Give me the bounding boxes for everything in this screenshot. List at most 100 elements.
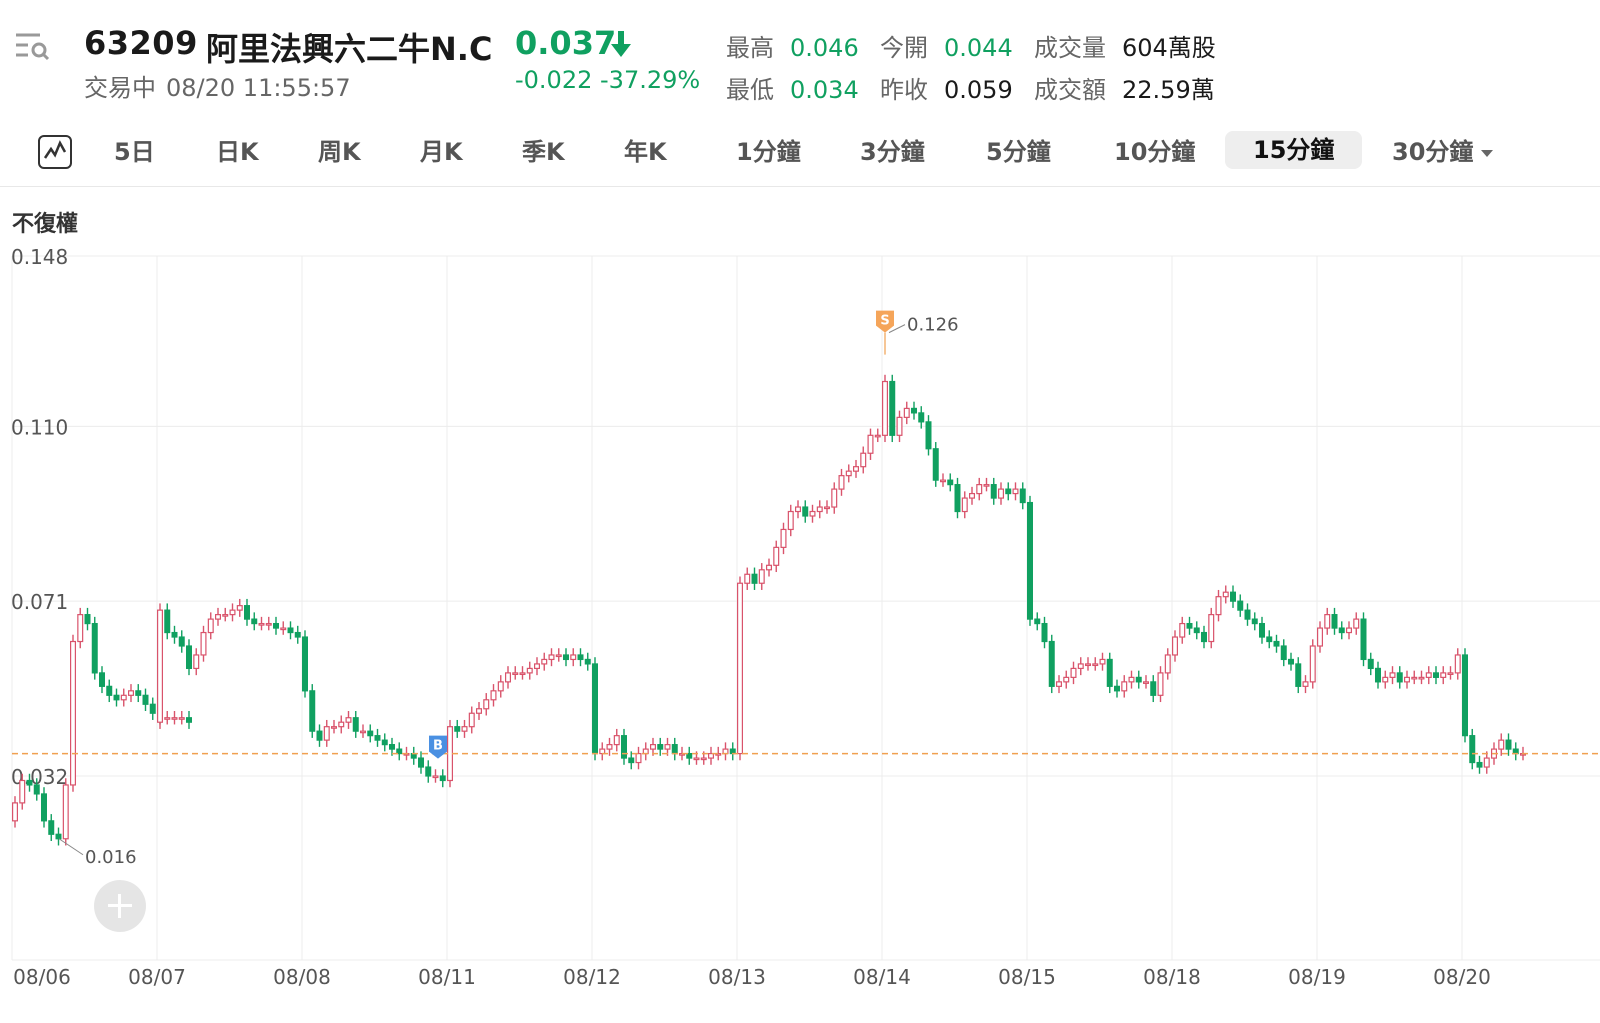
candle-up [1171,636,1178,656]
candle-up [664,744,671,750]
add-indicator-button[interactable] [94,880,146,932]
candle-up [700,757,707,761]
stat-turnover-label: 成交額 [1034,76,1106,104]
candle-down [164,609,171,634]
tab-5min[interactable]: 5分鐘 [986,138,1051,166]
tab-monthly-k[interactable]: 月K [420,138,463,166]
candle-up [787,510,794,531]
candle-down [1367,658,1374,670]
candle-up [794,506,801,513]
candle-up [555,654,562,658]
candle-down [389,744,396,750]
caret-down-icon [1481,149,1494,157]
sell-marker-badge: S [880,314,889,329]
x-tick-label: 08/20 [1433,965,1491,989]
tab-30min-dropdown[interactable]: 30分鐘 [1392,135,1494,169]
y-tick-label: 0.071 [11,590,68,614]
candle-down [628,757,635,764]
candle-up [447,726,454,782]
candle-down [26,779,33,786]
candle-up [360,730,367,734]
candle-down [1432,672,1439,678]
candle-up [860,452,867,468]
candle-down [98,672,105,687]
candle-up [758,569,765,584]
candle-up [1418,676,1425,680]
tab-quarterly-k[interactable]: 季K [522,138,565,166]
candlestick-chart[interactable]: 08/06 08/07 08/08 08/11 08/12 08/13 08/14 08/15… [0,236,1600,1016]
candle-down [425,766,432,777]
tab-15min[interactable]: 15分鐘 [1225,131,1363,169]
candle-down [418,757,425,768]
candle-down [1034,618,1041,625]
candle-up [845,470,852,477]
stat-open: 今開 0.044 [880,28,1013,63]
tab-10min[interactable]: 10分鐘 [1114,138,1196,166]
candle-down [273,622,280,629]
candle-up [323,726,330,741]
y-tick-label: 0.110 [11,415,68,439]
candle-down [84,614,91,625]
candle-up [693,757,700,761]
candle-up [193,654,200,670]
candle-up [258,622,265,626]
sell-marker-icon[interactable] [876,310,894,333]
candle-up [1157,672,1164,696]
candle-up [635,752,642,764]
watchlist-menu-icon[interactable] [14,30,50,64]
candle-up [1309,645,1316,683]
candle-up [490,690,497,701]
stat-low-label: 最低 [726,76,774,104]
candle-up [1222,591,1229,598]
change-percent: -37.29% [600,66,701,94]
candle-up [476,708,483,714]
candle-up [120,694,127,701]
candle-down [33,784,40,795]
tab-3min[interactable]: 3分鐘 [860,138,925,166]
candle-down [686,752,693,759]
candle-down [149,703,156,714]
tab-daily-k[interactable]: 日K [216,138,259,166]
candle-up [852,466,859,472]
candle-up [1099,658,1106,665]
candle-up [200,631,207,656]
candle-down [1396,672,1403,683]
candle-up [77,614,84,643]
buy-marker-icon[interactable] [429,735,447,759]
x-tick-label: 08/19 [1288,965,1346,989]
x-tick-label: 08/14 [853,965,911,989]
x-tick-label: 08/08 [273,965,331,989]
tab-1min[interactable]: 1分鐘 [736,138,801,166]
candle-up [831,488,838,508]
candle-up [331,726,338,729]
price-adjustment-label[interactable]: 不復權 [12,212,79,237]
tab-weekly-k[interactable]: 周K [318,138,361,166]
candle-up [983,484,990,487]
candle-down [244,605,251,620]
candle-down [1295,663,1302,687]
candle-up [1382,676,1389,683]
tab-5d[interactable]: 5日 [114,138,155,166]
candle-up [881,380,888,436]
candle-up [997,488,1004,499]
x-tick-label: 08/11 [418,965,476,989]
candle-up [1077,663,1084,670]
candle-down [309,690,316,732]
candle-up [613,735,620,746]
stat-low: 最低 0.034 [726,70,859,105]
candle-up [12,802,19,822]
candle-up [62,784,69,840]
stat-high: 最高 0.046 [726,28,859,63]
candle-down [40,793,47,822]
candle-down [620,735,627,759]
candle-down [1469,735,1476,764]
tab-yearly-k[interactable]: 年K [624,138,667,166]
line-chart-icon[interactable] [38,135,72,169]
candle-up [1447,672,1454,675]
candle-up [1454,654,1461,674]
candle-down [1360,618,1367,661]
period-tabs: 5日 日K 周K 月K 季K 年K 1分鐘 3分鐘 5分鐘 10分鐘 15分鐘 … [0,125,1600,183]
candle-up [968,492,975,499]
x-tick-label: 08/07 [128,965,186,989]
candle-up [1440,672,1447,678]
